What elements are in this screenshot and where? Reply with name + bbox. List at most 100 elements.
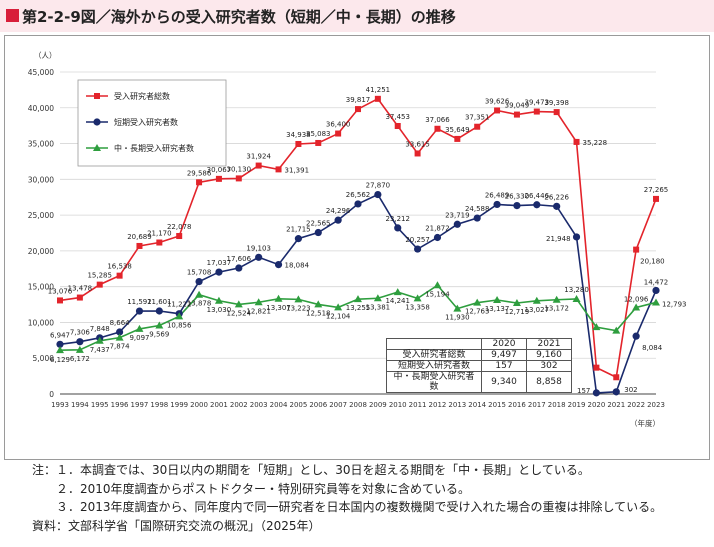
- x-tick-label: 1993: [51, 401, 69, 409]
- data-label: 6,947: [50, 331, 70, 339]
- data-label: 8,664: [110, 319, 131, 327]
- table-cell: 短期受入研究者数: [386, 360, 482, 372]
- data-label: 35,228: [583, 139, 608, 147]
- table-cell: 受入研究者総数: [386, 349, 482, 361]
- source-line: 資料：文部科学省「国際研究交流の概況」（2025年）: [32, 518, 321, 533]
- data-table: 2020 2021 受入研究者総数 9,497 9,160 短期受入研究者数 1…: [386, 338, 572, 393]
- data-point: [394, 123, 401, 130]
- data-label: 19,103: [246, 244, 271, 252]
- data-label: 21,715: [286, 226, 311, 234]
- note-line: ２．2010年度調査からポストドクター・特別研究員等を対象に含めている。: [32, 481, 471, 496]
- data-point: [433, 281, 442, 289]
- x-tick-label: 2002: [230, 401, 248, 409]
- table-cell: 157: [481, 360, 527, 372]
- data-point: [593, 364, 600, 371]
- data-label: 26,489: [485, 191, 510, 199]
- data-label: 41,251: [366, 86, 391, 94]
- y-tick-label: 45,000: [28, 68, 54, 77]
- data-label: 11,601: [147, 298, 172, 306]
- data-point: [453, 304, 462, 312]
- y-tick-label: 35,000: [28, 140, 54, 149]
- data-point: [572, 233, 581, 241]
- data-point: [592, 389, 601, 397]
- data-label: 17,037: [207, 259, 232, 267]
- data-label: 26,330: [505, 193, 530, 201]
- data-label: 24,588: [465, 205, 490, 213]
- data-point: [195, 290, 204, 298]
- data-point: [473, 214, 481, 222]
- data-label: 18,084: [285, 262, 310, 270]
- data-point: [613, 374, 620, 381]
- data-point: [513, 111, 520, 118]
- data-point: [274, 294, 283, 302]
- data-point: [532, 296, 541, 304]
- data-point: [513, 201, 521, 210]
- table-header-cell: 2020: [481, 338, 527, 350]
- data-label: 22,078: [167, 223, 192, 231]
- data-label: 12,793: [662, 300, 687, 308]
- data-point: [633, 246, 640, 253]
- x-tick-label: 2022: [627, 401, 645, 409]
- data-label: 39,049: [505, 102, 530, 110]
- data-label: 39,398: [544, 99, 569, 107]
- x-tick-label: 1999: [170, 401, 188, 409]
- data-label: 11,930: [445, 314, 470, 322]
- data-label: 27,870: [366, 182, 391, 190]
- data-label: 12,719: [505, 308, 530, 316]
- data-point: [195, 278, 203, 286]
- data-point: [255, 162, 262, 169]
- data-point: [115, 333, 124, 341]
- data-point: [612, 388, 620, 396]
- data-label: 8,084: [642, 344, 663, 352]
- data-point: [215, 268, 223, 276]
- data-label: 12,524: [227, 309, 252, 317]
- x-tick-label: 2005: [289, 401, 307, 409]
- data-label: 23,212: [385, 215, 410, 223]
- data-point: [414, 150, 421, 157]
- data-point: [355, 106, 361, 113]
- data-point: [235, 264, 243, 272]
- y-tick-label: 15,000: [28, 283, 54, 292]
- data-point: [394, 224, 402, 232]
- data-point: [632, 303, 641, 311]
- x-tick-label: 1996: [111, 401, 129, 409]
- x-tick-label: 2015: [488, 401, 506, 409]
- data-label: 9,097: [129, 334, 149, 342]
- data-label: 12,518: [306, 309, 331, 317]
- data-label: 13,027: [525, 306, 550, 314]
- data-label: 7,848: [90, 325, 110, 333]
- data-label: 39,473: [525, 99, 550, 107]
- data-point: [493, 200, 501, 209]
- x-tick-label: 2007: [329, 401, 347, 409]
- x-tick-label: 2013: [448, 401, 466, 409]
- data-label: 39,626: [485, 97, 510, 105]
- data-point: [93, 144, 101, 151]
- table-header-cell: 2021: [526, 338, 572, 350]
- data-point: [215, 175, 222, 182]
- data-label: 13,137: [485, 305, 510, 313]
- legend-label: 中・長期受入研究者数: [114, 143, 194, 153]
- table-cell: 8,858: [526, 371, 572, 393]
- data-label: 20,689: [127, 233, 152, 241]
- data-label: 34,938: [286, 131, 311, 139]
- data-point: [553, 109, 560, 116]
- data-label: 13,172: [544, 305, 569, 313]
- data-label: 21,872: [425, 224, 450, 232]
- data-label: 26,446: [525, 192, 550, 200]
- table-row: 受入研究者総数 9,497 9,160: [386, 349, 572, 361]
- note-line: ３．2013年度調査から、同年度内で同一研究者を日本国内の複数機関で受け入れた場…: [32, 500, 663, 514]
- data-point: [294, 235, 302, 243]
- data-label: 39,817: [346, 96, 371, 104]
- x-tick-label: 2009: [369, 401, 387, 409]
- table-header-cell: [386, 338, 482, 350]
- x-tick-label: 2019: [568, 401, 586, 409]
- x-tick-label: 2017: [528, 401, 546, 409]
- data-point: [494, 107, 501, 114]
- x-tick-label: 2021: [607, 401, 625, 409]
- data-label: 16,538: [107, 263, 132, 271]
- data-label: 302: [624, 386, 637, 394]
- x-tick-label: 2006: [309, 401, 327, 409]
- data-label: 26,562: [346, 191, 371, 199]
- data-label: 7,874: [110, 343, 131, 351]
- data-point: [374, 95, 381, 102]
